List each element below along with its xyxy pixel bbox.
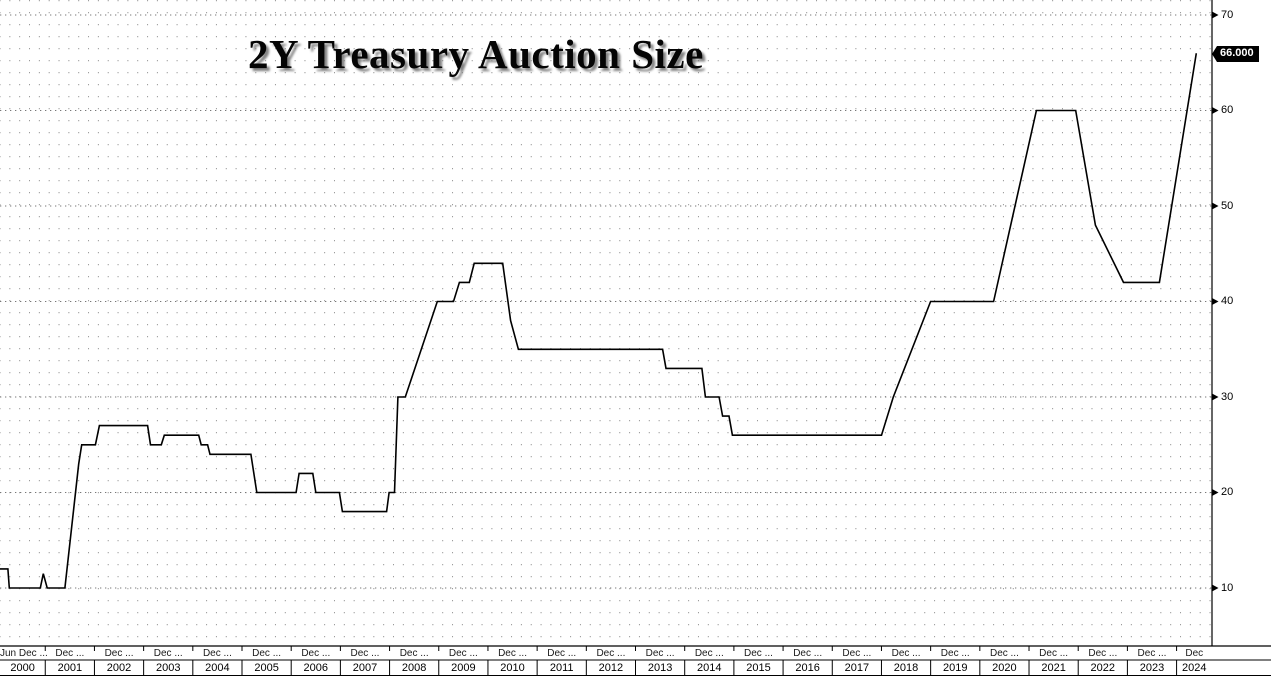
x-axis-year-label: 2021 [1041, 662, 1066, 674]
y-axis-tick-icon [1212, 393, 1219, 401]
x-axis-minor-label: Dec ... [989, 648, 1019, 659]
badge-pointer-icon [1212, 45, 1217, 62]
x-axis-minor-label: Dec ... [940, 648, 970, 659]
x-axis-year-label: 2000 [10, 662, 35, 674]
chart-title: 2Y Treasury Auction Size [248, 31, 704, 77]
x-axis-minor-label: Jun Dec ... [0, 648, 48, 659]
y-axis-tick-label: 70 [1221, 8, 1234, 21]
x-axis-minor-label: Dec ... [1137, 648, 1167, 659]
x-axis-minor-label: Dec ... [596, 648, 626, 659]
x-axis-minor-label: Dec ... [399, 648, 429, 659]
x-axis-minor-label: Dec [1185, 648, 1204, 659]
x-axis-year-label: 2003 [155, 662, 181, 674]
x-axis-year-label: 2024 [1182, 662, 1207, 674]
x-axis-year-label: 2007 [352, 662, 378, 674]
last-value-label: 66.000 [1217, 45, 1259, 62]
x-axis-minor-label: Dec ... [1088, 648, 1118, 659]
x-axis-year-label: 2001 [57, 662, 83, 674]
y-axis-tick-icon [1212, 584, 1219, 592]
x-axis-minor-label: Dec ... [547, 648, 577, 659]
y-axis-tick-icon [1212, 11, 1219, 19]
y-axis-tick-icon [1212, 489, 1219, 496]
x-axis-minor-label: Dec ... [1039, 648, 1069, 659]
x-axis-year-label: 2020 [992, 662, 1017, 674]
x-axis-year-label: 2012 [598, 662, 624, 674]
y-axis-tick-label: 30 [1221, 390, 1234, 403]
x-axis-year-label: 2005 [254, 662, 279, 674]
x-axis-minor-label: Dec ... [252, 648, 282, 659]
x-axis-year-label: 2014 [697, 662, 722, 674]
x-axis-minor-label: Dec ... [694, 648, 724, 659]
y-axis-tick-icon [1212, 202, 1219, 210]
y-axis-tick-label: 60 [1221, 104, 1234, 116]
x-axis-minor-label: Dec ... [153, 648, 183, 659]
x-axis-minor-label: Dec ... [301, 648, 331, 659]
x-axis-minor-label: Dec ... [793, 648, 823, 659]
x-axis-year-label: 2023 [1139, 662, 1165, 674]
x-axis-minor-label: Dec ... [104, 648, 134, 659]
x-axis-minor-label: Dec ... [744, 648, 773, 659]
x-axis-minor-label: Dec ... [498, 648, 527, 659]
y-axis-tick-icon [1212, 298, 1219, 305]
series-line [0, 53, 1198, 589]
x-axis-minor-label: Dec ... [891, 648, 921, 659]
y-axis-tick-icon [1212, 107, 1219, 114]
y-axis-tick-label: 50 [1221, 199, 1234, 212]
x-axis-year-label: 2013 [647, 662, 673, 674]
x-axis-year-label: 2022 [1090, 662, 1116, 674]
x-axis-year-label: 2004 [205, 662, 230, 674]
x-axis-minor-label: Dec ... [448, 648, 478, 659]
y-axis-tick-label: 10 [1221, 581, 1234, 594]
x-axis-year-label: 2009 [451, 662, 476, 674]
x-axis-year-label: 2008 [401, 662, 427, 674]
x-axis-year-label: 2018 [893, 662, 919, 674]
x-axis-minor-label: Dec ... [645, 648, 675, 659]
x-axis-minor-label: Dec ... [350, 648, 380, 659]
y-axis-tick-label: 20 [1221, 486, 1234, 498]
x-axis-year-label: 2006 [303, 662, 329, 674]
x-axis-minor-label: Dec ... [842, 648, 872, 659]
x-axis-minor-label: Dec ... [55, 648, 85, 659]
last-value-badge: 66.000 [1212, 45, 1259, 62]
x-axis-year-label: 2019 [942, 662, 968, 674]
x-axis-year-label: 2002 [106, 662, 132, 674]
x-axis-year-label: 2015 [746, 662, 771, 674]
x-axis-year-label: 2011 [549, 662, 574, 674]
x-axis-year-label: 2016 [795, 662, 820, 674]
x-axis-year-label: 2010 [500, 662, 525, 674]
y-axis-tick-label: 40 [1221, 295, 1234, 307]
x-axis-minor-label: Dec ... [202, 648, 232, 659]
x-axis-year-label: 2017 [844, 662, 870, 674]
